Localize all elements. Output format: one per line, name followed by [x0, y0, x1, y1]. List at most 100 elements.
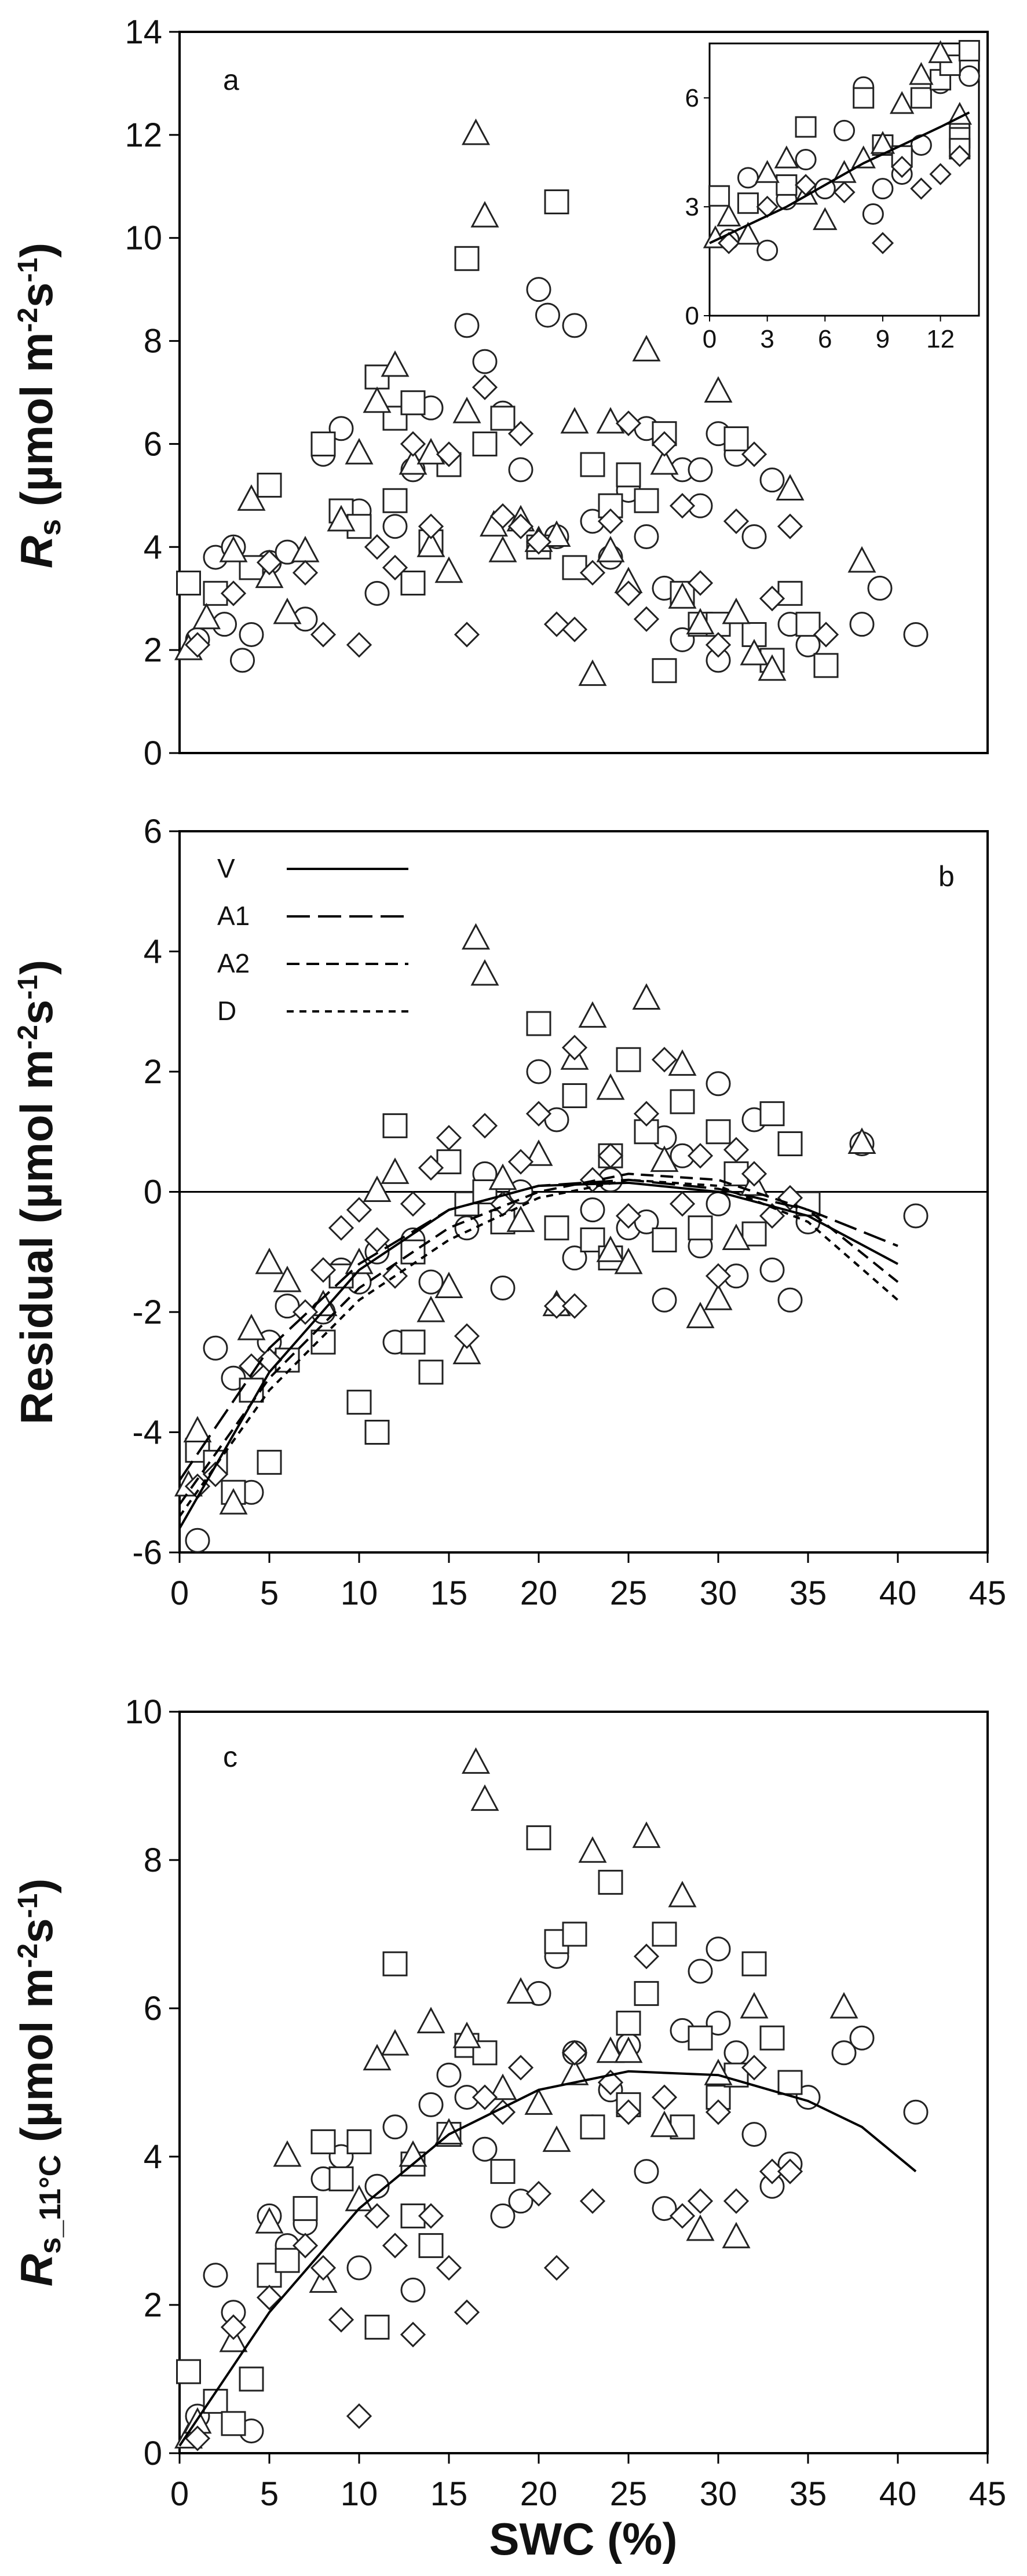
- inset-fit-line: [709, 111, 970, 244]
- x-tick-label: 35: [790, 2475, 827, 2513]
- triangle-point: [524, 2088, 553, 2115]
- triangle-point: [578, 1836, 607, 1863]
- diamond-point: [472, 2084, 498, 2110]
- square-point: [346, 1390, 372, 1415]
- inset-circle-point: [872, 178, 894, 200]
- inset-diamond-point: [871, 232, 894, 254]
- diamond-point: [705, 2099, 732, 2125]
- diamond-point: [615, 410, 642, 436]
- triangle-point: [488, 1163, 517, 1190]
- square-point: [364, 1420, 390, 1445]
- x-tick-label: 30: [700, 2475, 737, 2513]
- square-point: [616, 2011, 641, 2036]
- diamond-point: [741, 2055, 767, 2081]
- triangle-point: [740, 1992, 769, 2019]
- panel-c-y-axis-title: Rs_11°C (µmol m-2s-1): [11, 1879, 67, 2287]
- circle-point: [580, 1197, 605, 1223]
- square-point: [221, 2411, 246, 2436]
- diamond-point: [454, 622, 480, 648]
- square-point: [490, 405, 516, 431]
- inset-circle-point: [814, 178, 836, 200]
- square-point: [652, 1227, 677, 1252]
- triangle-point: [461, 118, 491, 145]
- triangle-point: [722, 1223, 751, 1250]
- diamond-point: [597, 1143, 624, 1169]
- triangle-point: [381, 1157, 410, 1184]
- y-tick-label: 4: [144, 933, 162, 971]
- square-point: [741, 1951, 767, 1976]
- x-tick-label: 15: [430, 2475, 468, 2513]
- diamond-point: [310, 1257, 337, 1283]
- diamond-point: [615, 580, 642, 606]
- x-tick-label: 20: [520, 1574, 558, 1612]
- triangle-point: [614, 2036, 643, 2063]
- diamond-point: [759, 586, 785, 612]
- inset-square-point: [795, 116, 817, 138]
- inset-triangle-point: [774, 145, 799, 169]
- diamond-point: [705, 1263, 732, 1289]
- inset-points: [703, 40, 980, 261]
- panel-b-legend: V A1 A2 D: [217, 853, 408, 1026]
- panel-c-x-ticks: 0 5 10 15 20 25 30 35 40 45: [170, 2453, 1006, 2513]
- triangle-point: [632, 983, 661, 1010]
- diamond-point: [723, 508, 750, 534]
- legend-label: A1: [217, 901, 250, 931]
- x-tick-label: 5: [260, 2475, 279, 2513]
- inset-circle-point: [958, 65, 980, 87]
- square-point: [176, 2359, 201, 2384]
- diamond-point: [633, 1101, 660, 1127]
- square-point: [239, 2366, 264, 2392]
- square-point: [364, 364, 390, 390]
- triangle-point: [704, 1284, 733, 1310]
- diamond-point: [651, 431, 678, 457]
- triangle-point: [632, 335, 661, 361]
- square-point: [526, 1011, 551, 1036]
- y-tick-label: 6: [144, 425, 162, 463]
- panel-c-plot-frame: [178, 1711, 989, 2454]
- triangle-point: [596, 1236, 625, 1262]
- panel-a-plot-frame: [178, 31, 989, 754]
- diamond-point: [184, 632, 211, 658]
- circle-point: [472, 2136, 498, 2162]
- inset-ticks: 0 3 6 0 3 6 9 12: [685, 84, 955, 353]
- triangle-point: [452, 2022, 481, 2048]
- inset-circle-point: [756, 239, 779, 261]
- triangle-point: [578, 1001, 607, 1028]
- triangle-point: [381, 350, 410, 377]
- legend-label: D: [217, 996, 236, 1026]
- triangle-point: [363, 1175, 392, 1202]
- diamond-point: [723, 2188, 750, 2214]
- circle-point: [634, 2159, 659, 2184]
- circle-point: [741, 2122, 767, 2147]
- panel-a-points: [174, 118, 929, 686]
- circle-point: [741, 524, 767, 549]
- diamond-point: [507, 2055, 534, 2081]
- triangle-point: [381, 2029, 410, 2056]
- circle-point: [382, 514, 408, 539]
- diamond-point: [777, 513, 803, 539]
- triangle-point: [578, 659, 607, 686]
- triangle-point: [686, 1302, 715, 1328]
- circle-point: [777, 1287, 803, 1313]
- inset-circle-point: [737, 167, 759, 189]
- circle-point: [203, 2263, 228, 2288]
- circle-point: [418, 2092, 444, 2117]
- square-point: [634, 1981, 659, 2006]
- square-point: [688, 1215, 713, 1241]
- diamond-point: [184, 2425, 211, 2451]
- diamond-point: [382, 554, 408, 580]
- panel-c-y-ticks: 0 2 4 6 8 10: [125, 1693, 180, 2472]
- inset-square-point: [737, 192, 759, 214]
- triangle-point: [273, 1265, 302, 1292]
- panel-a-inset: 0 3 6 0 3 6 9 12: [685, 40, 980, 353]
- circle-point: [490, 1276, 516, 1300]
- circle-point: [903, 2099, 929, 2125]
- diamond-point: [489, 503, 516, 529]
- triangle-point: [524, 1139, 553, 1166]
- circle-point: [706, 1071, 731, 1097]
- triangle-point: [434, 556, 463, 583]
- triangle-point: [560, 407, 589, 434]
- inset-triangle-point: [909, 61, 934, 85]
- square-point: [310, 431, 336, 456]
- inset-circle-point: [795, 149, 817, 171]
